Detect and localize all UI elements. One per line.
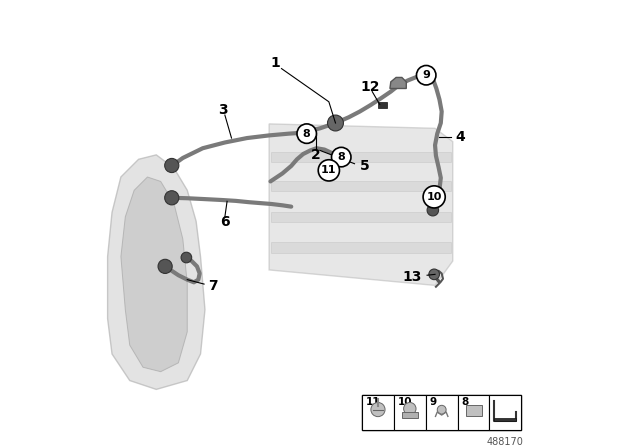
Bar: [394, 395, 426, 430]
Bar: [378, 102, 387, 108]
Text: 4: 4: [455, 130, 465, 144]
Text: 12: 12: [361, 80, 380, 94]
Circle shape: [164, 159, 179, 172]
Bar: [426, 395, 458, 430]
Text: 13: 13: [403, 270, 422, 284]
Text: 8: 8: [461, 397, 468, 407]
Circle shape: [332, 147, 351, 167]
Text: 11: 11: [365, 397, 380, 407]
Bar: [362, 395, 522, 430]
Polygon shape: [121, 177, 188, 372]
Polygon shape: [108, 155, 205, 389]
Circle shape: [328, 115, 344, 131]
Text: 2: 2: [310, 148, 321, 162]
Text: 6: 6: [220, 215, 230, 229]
Bar: [271, 181, 451, 191]
Bar: [271, 242, 451, 253]
Bar: [402, 412, 418, 418]
Circle shape: [423, 186, 445, 208]
Text: 5: 5: [360, 159, 369, 173]
Circle shape: [164, 191, 179, 205]
Bar: [271, 152, 451, 162]
Circle shape: [427, 204, 438, 216]
Text: 9: 9: [422, 70, 430, 80]
Bar: [465, 405, 481, 416]
Circle shape: [417, 65, 436, 85]
Text: 8: 8: [303, 129, 310, 138]
Text: 1: 1: [271, 56, 280, 70]
Text: 488170: 488170: [486, 437, 524, 447]
Circle shape: [437, 405, 446, 414]
Text: 9: 9: [429, 397, 436, 407]
Circle shape: [181, 252, 191, 263]
Circle shape: [297, 124, 316, 143]
Text: 7: 7: [209, 279, 218, 293]
Bar: [362, 395, 394, 430]
Polygon shape: [390, 78, 406, 89]
Circle shape: [371, 402, 385, 417]
Circle shape: [318, 160, 339, 181]
Text: 3: 3: [218, 103, 227, 117]
Bar: [494, 418, 516, 421]
Bar: [490, 395, 522, 430]
Text: 8: 8: [337, 152, 345, 162]
Text: 11: 11: [321, 165, 337, 175]
Bar: [458, 395, 490, 430]
Circle shape: [429, 269, 440, 280]
Text: 10: 10: [426, 192, 442, 202]
Circle shape: [158, 259, 172, 273]
Polygon shape: [269, 124, 452, 285]
Text: 10: 10: [397, 397, 412, 407]
Bar: [271, 211, 451, 222]
Circle shape: [404, 402, 416, 415]
